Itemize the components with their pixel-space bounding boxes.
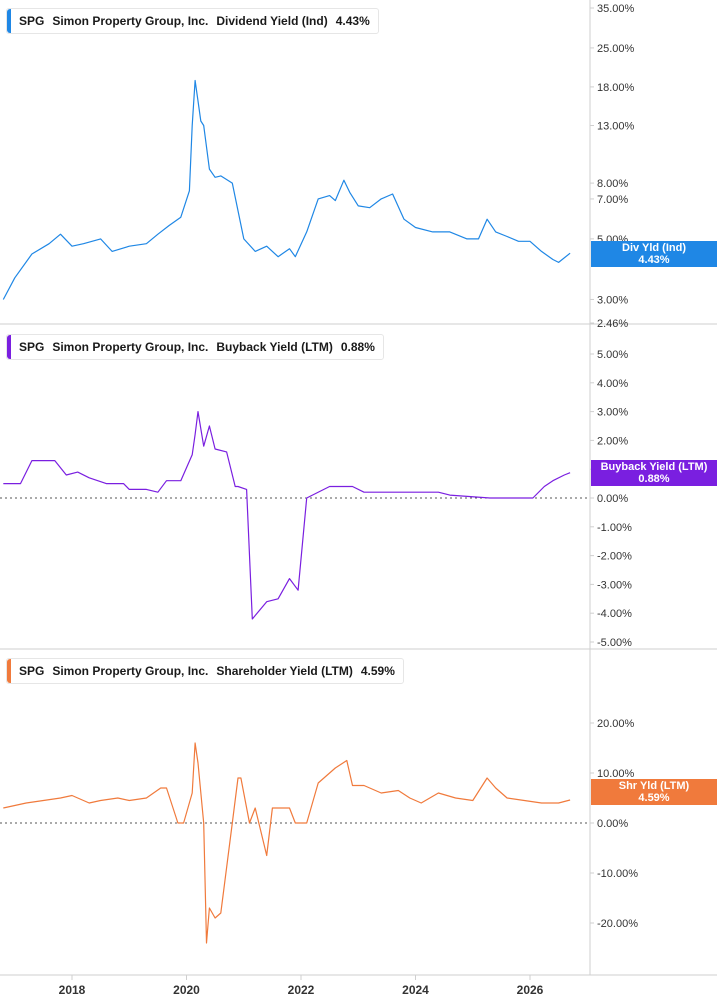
value-tag-buyback: Buyback Yield (LTM) 0.88% — [591, 460, 717, 486]
legend-company: Simon Property Group, Inc. — [52, 664, 209, 678]
y-tick-label: 2.00% — [597, 435, 628, 447]
y-tick-label: 20.00% — [597, 718, 635, 730]
legend-swatch-shareholder — [7, 659, 11, 683]
legend-ticker: SPG — [19, 664, 45, 678]
y-tick-label: -10.00% — [597, 868, 638, 880]
legend-metric: Shareholder Yield (LTM) — [216, 664, 353, 678]
y-tick-label: 18.00% — [597, 82, 635, 94]
x-tick-label: 2026 — [517, 983, 544, 997]
legend-company: Simon Property Group, Inc. — [52, 14, 209, 28]
legend-buyback-yield: SPG Simon Property Group, Inc. Buyback Y… — [6, 334, 384, 360]
y-tick-label: -1.00% — [597, 522, 632, 534]
y-tick-label: 0.00% — [597, 493, 628, 505]
series-line-shareholder — [3, 742, 571, 944]
y-tick-label: 13.00% — [597, 120, 635, 132]
legend-value: 4.59% — [360, 664, 395, 678]
value-tag-dividend: Div Yld (Ind) 4.43% — [591, 241, 717, 267]
value-tag-value: 4.59% — [638, 792, 670, 804]
value-tag-label: Div Yld (Ind) — [622, 242, 686, 254]
legend-dividend-yield: SPG Simon Property Group, Inc. Dividend … — [6, 8, 379, 34]
y-tick-label: -3.00% — [597, 579, 632, 591]
y-tick-label: -2.00% — [597, 551, 632, 563]
x-tick-label: 2022 — [288, 983, 315, 997]
series-line-dividend — [2, 79, 571, 300]
legend-swatch-buyback — [7, 335, 11, 359]
legend-metric: Buyback Yield (LTM) — [216, 340, 333, 354]
y-tick-label: 3.00% — [597, 407, 628, 419]
legend-value: 0.88% — [340, 340, 375, 354]
x-tick-label: 2024 — [402, 983, 429, 997]
y-tick-label: 3.00% — [597, 294, 628, 306]
x-tick-label: 2020 — [173, 983, 200, 997]
value-tag-shareholder: Shr Yld (LTM) 4.59% — [591, 779, 717, 805]
y-tick-label: 5.00% — [597, 349, 628, 361]
legend-metric: Dividend Yield (Ind) — [216, 14, 328, 28]
series-line-buyback — [3, 411, 571, 620]
legend-value: 4.43% — [335, 14, 370, 28]
y-tick-label: 35.00% — [597, 3, 635, 15]
value-tag-label: Buyback Yield (LTM) — [600, 461, 708, 473]
y-tick-label: -4.00% — [597, 608, 632, 620]
y-tick-label: 4.00% — [597, 378, 628, 390]
value-tag-label: Shr Yld (LTM) — [618, 780, 690, 792]
y-tick-label: 8.00% — [597, 178, 628, 190]
legend-ticker: SPG — [19, 340, 45, 354]
y-tick-label: 10.00% — [597, 768, 635, 780]
legend-ticker: SPG — [19, 14, 45, 28]
y-tick-label: 7.00% — [597, 194, 628, 206]
y-tick-label: -20.00% — [597, 918, 638, 930]
value-tag-value: 4.43% — [638, 254, 670, 266]
y-tick-label: 25.00% — [597, 43, 635, 55]
y-tick-label: -5.00% — [597, 637, 632, 649]
y-tick-label: 0.00% — [597, 818, 628, 830]
x-tick-label: 2018 — [59, 983, 86, 997]
legend-company: Simon Property Group, Inc. — [52, 340, 209, 354]
legend-swatch-dividend — [7, 9, 11, 33]
y-tick-label: 2.46% — [597, 318, 628, 330]
value-tag-value: 0.88% — [638, 473, 670, 485]
legend-shareholder-yield: SPG Simon Property Group, Inc. Sharehold… — [6, 658, 404, 684]
